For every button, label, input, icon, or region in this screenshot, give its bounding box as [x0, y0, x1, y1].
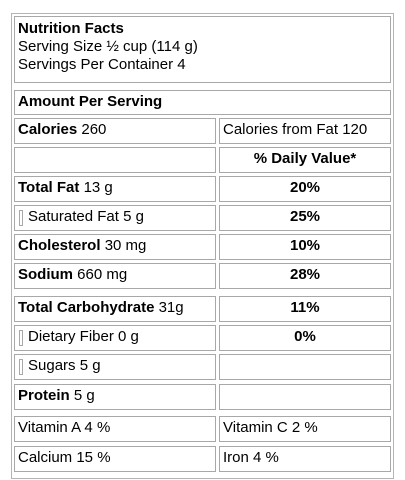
dietary-fiber-cell: Dietary Fiber 0 g	[14, 325, 216, 351]
sugars-cell: Sugars 5 g	[14, 354, 216, 380]
calories-cell: Calories 260	[14, 118, 216, 144]
amount-per-serving: Amount Per Serving	[14, 90, 391, 115]
sugars-amount: 5 g	[79, 357, 101, 374]
sodium-amount: 660 mg	[77, 266, 128, 283]
sugars-label: Sugars	[28, 357, 76, 374]
saturated-fat-cell: Saturated Fat 5 g	[14, 205, 216, 231]
sodium-dv: 28%	[219, 263, 391, 289]
total-carbohydrate-dv: 11%	[219, 296, 391, 322]
nutrition-header: Nutrition Facts Serving Size ½ cup (114 …	[14, 16, 391, 83]
serving-size: Serving Size ½ cup (114 g)	[18, 38, 198, 55]
daily-value-header: % Daily Value*	[219, 147, 391, 173]
dietary-fiber-amount: 0 g	[118, 328, 139, 345]
indent-marker	[19, 210, 23, 226]
calories-from-fat: Calories from Fat 120	[219, 118, 391, 144]
saturated-fat-dv: 25%	[219, 205, 391, 231]
sugars-dv	[219, 354, 391, 380]
cholesterol-label: Cholesterol	[18, 237, 101, 254]
protein-dv	[219, 384, 391, 410]
calories-label: Calories	[18, 121, 78, 138]
calories-value: 260	[81, 121, 107, 138]
vitamin-a: Vitamin A 4 %	[14, 416, 216, 442]
cholesterol-cell: Cholesterol 30 mg	[14, 234, 216, 260]
total-fat-amount: 13 g	[83, 179, 113, 196]
total-fat-dv: 20%	[219, 176, 391, 202]
total-carbohydrate-amount: 31g	[158, 299, 184, 316]
cholesterol-amount: 30 mg	[104, 237, 147, 254]
dietary-fiber-dv: 0%	[219, 325, 391, 351]
saturated-fat-label: Saturated Fat	[28, 208, 119, 225]
indent-marker	[19, 359, 23, 375]
cholesterol-dv: 10%	[219, 234, 391, 260]
nutrition-facts-title: Nutrition Facts	[18, 20, 124, 37]
total-fat-cell: Total Fat 13 g	[14, 176, 216, 202]
dv-empty-cell	[14, 147, 216, 173]
calcium: Calcium 15 %	[14, 446, 216, 472]
protein-cell: Protein 5 g	[14, 384, 216, 410]
sodium-label: Sodium	[18, 266, 73, 283]
iron: Iron 4 %	[219, 446, 391, 472]
protein-amount: 5 g	[73, 387, 95, 404]
servings-per-container: Servings Per Container 4	[18, 56, 186, 73]
total-carbohydrate-cell: Total Carbohydrate 31g	[14, 296, 216, 322]
saturated-fat-amount: 5 g	[123, 208, 144, 225]
sodium-cell: Sodium 660 mg	[14, 263, 216, 289]
indent-marker	[19, 330, 23, 346]
protein-label: Protein	[18, 387, 70, 404]
vitamin-c: Vitamin C 2 %	[219, 416, 391, 442]
total-fat-label: Total Fat	[18, 179, 80, 196]
dietary-fiber-label: Dietary Fiber	[28, 328, 114, 345]
total-carbohydrate-label: Total Carbohydrate	[18, 299, 155, 316]
